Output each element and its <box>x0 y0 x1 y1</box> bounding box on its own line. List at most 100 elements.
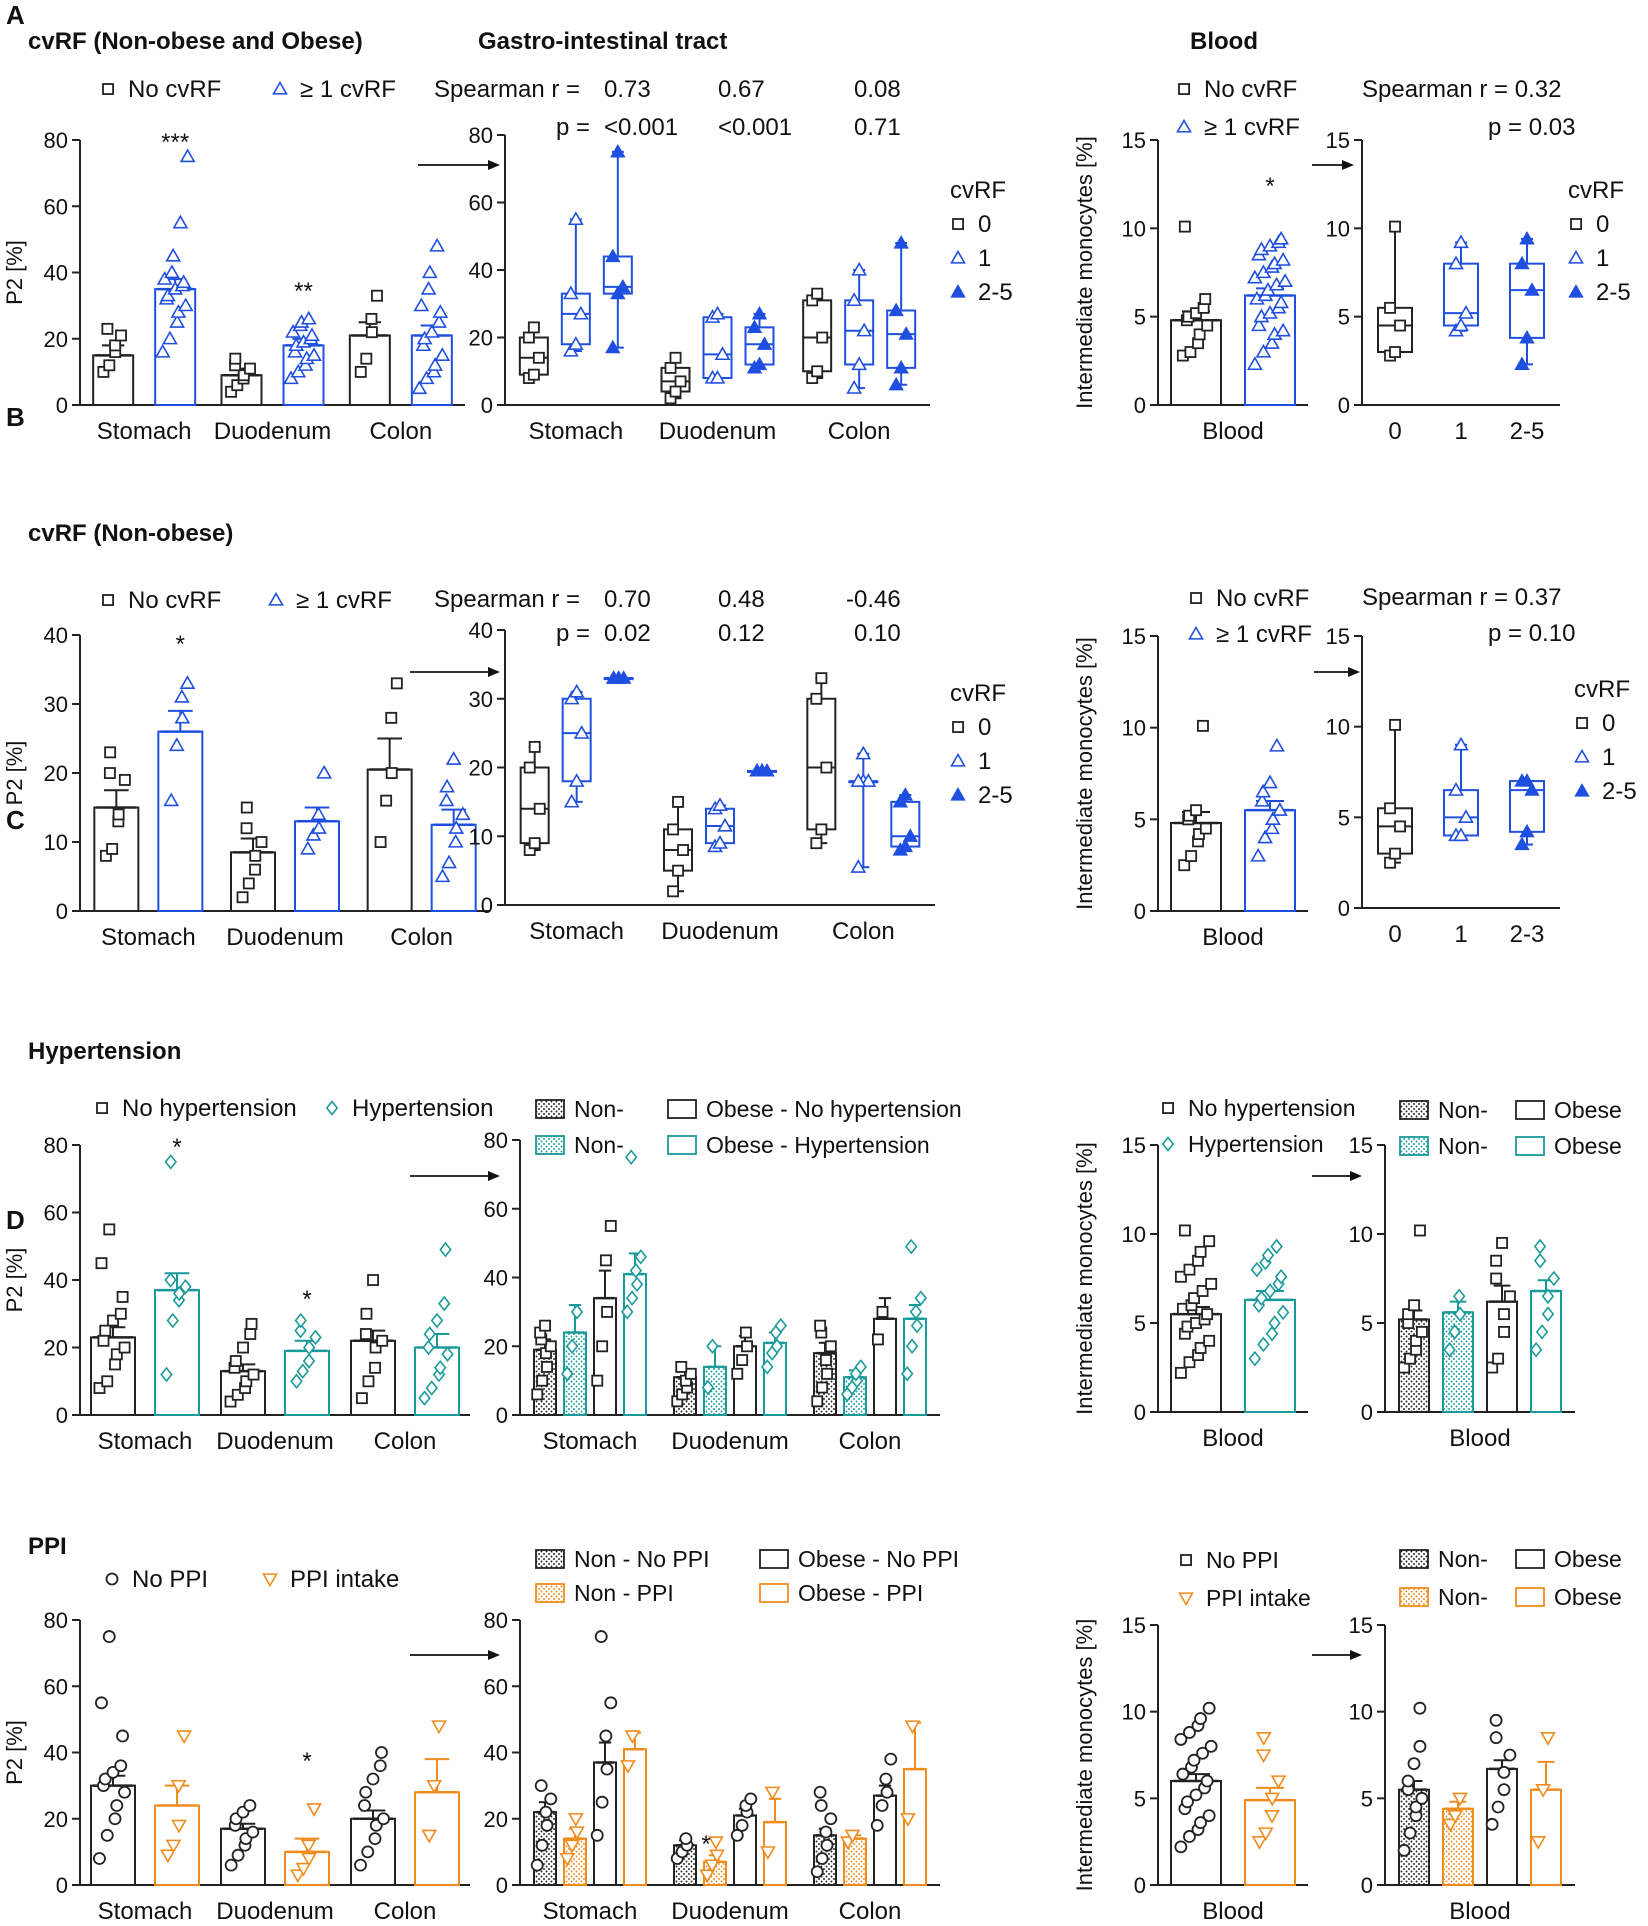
C1-data-point <box>362 1375 375 1388</box>
D2-data-point <box>599 1729 613 1743</box>
A1-legend-label: No cvRF <box>128 76 221 103</box>
C2-data-point <box>741 1340 753 1353</box>
A3-data-point <box>1273 294 1290 309</box>
A4-ytick-label: 5 <box>1338 305 1350 330</box>
D4-data-point <box>1489 1731 1503 1745</box>
C1-data-point <box>309 1329 322 1346</box>
D3-data-point <box>1187 1753 1201 1767</box>
C1-data-point <box>179 1278 192 1295</box>
D4-data-point <box>1491 1800 1505 1814</box>
B1-data-point <box>240 801 253 814</box>
panel-a-title: cvRF (Non-obese and Obese) <box>28 28 363 55</box>
arrow-d-gi-head <box>488 1650 500 1660</box>
D4-legend-label: Non- <box>1438 1584 1488 1610</box>
A2-data-point <box>522 331 535 344</box>
D3-legend-label: PPI intake <box>1206 1585 1311 1611</box>
B1-legend-label: No cvRF <box>128 587 221 614</box>
D4-legend-marker <box>1399 1587 1429 1607</box>
C1-data-point <box>296 1363 309 1379</box>
B2-data-point <box>610 670 627 684</box>
A2-data-point <box>709 369 726 384</box>
B2-category-label: Colon <box>832 918 895 945</box>
C1-legend-label: No hypertension <box>122 1095 297 1122</box>
B2-data-point <box>897 787 914 801</box>
D2-data-point <box>879 1772 893 1786</box>
C3-data-point <box>1261 1247 1275 1264</box>
B1-data-point <box>448 820 465 834</box>
D1-data-point <box>100 1828 114 1842</box>
B1-ytick-label: 10 <box>44 830 68 855</box>
C4-data-point <box>1533 1252 1547 1269</box>
A4-data-point <box>1389 220 1401 233</box>
D3-legend-marker <box>1178 1592 1194 1607</box>
B4-data-point <box>1519 823 1535 838</box>
A3-data-point <box>1275 322 1292 337</box>
D1-data-point <box>300 1839 317 1854</box>
D1-data-point <box>231 1848 245 1862</box>
D2b-legend-label: Obese - No PPI <box>798 1546 959 1572</box>
D2-data-point <box>870 1818 884 1832</box>
C4-legend-label: Non- <box>1438 1133 1488 1159</box>
B3-ylabel: Intermediate monocytes [%] <box>1072 637 1097 910</box>
A2-data-point <box>709 305 726 320</box>
C2-data-point <box>591 1374 604 1387</box>
C1-category-label: Duodenum <box>216 1428 333 1455</box>
C2b-legend-label: Obese - No hypertension <box>706 1096 962 1122</box>
D3-data-point <box>1189 1788 1203 1802</box>
A1-data-point <box>418 370 435 385</box>
A1b-legend-label: ≥ 1 cvRF <box>300 76 396 103</box>
D1-data-point <box>361 1845 375 1859</box>
panel-b-title: cvRF (Non-obese) <box>28 520 234 547</box>
A2-data-point <box>846 292 863 307</box>
C2-data-point <box>914 1290 927 1306</box>
B2-data-point <box>667 823 679 836</box>
B1-ytick-label: 20 <box>44 761 68 786</box>
D2-data-point <box>620 1760 636 1774</box>
A4-ytick-label: 0 <box>1338 393 1350 418</box>
C1-ytick-label: 0 <box>56 1403 68 1428</box>
B2-data-point <box>810 837 823 850</box>
C1-bar <box>154 1289 200 1416</box>
B4-ytick-label: 15 <box>1326 624 1350 649</box>
C2-data-point <box>634 1249 647 1265</box>
C3-ytick-label: 10 <box>1122 1222 1146 1247</box>
B3-data-point <box>1250 847 1267 862</box>
A2-data-point <box>888 376 904 391</box>
A2-data-point <box>562 285 579 300</box>
arrow-b-blood-head <box>1348 667 1360 677</box>
A2-data-point <box>898 326 914 340</box>
D2-data-point <box>534 1779 548 1793</box>
C2-data-point <box>684 1367 697 1380</box>
panel-a-gi-title: Gastro-intestinal tract <box>478 28 728 55</box>
B4-data-point <box>1448 782 1464 796</box>
A1-category-label: Stomach <box>97 418 192 445</box>
A4-category-label: 2-5 <box>1510 418 1545 445</box>
panel-label-b: B <box>6 402 25 432</box>
A1-data-point <box>244 362 256 375</box>
A3-ytick-label: 10 <box>1122 216 1146 241</box>
A4-ytick-label: 15 <box>1326 128 1350 153</box>
C1-data-point <box>109 1358 121 1371</box>
C2-data-point <box>596 1340 609 1353</box>
B3-legend-marker <box>1190 592 1202 604</box>
B2-ytick-label: 40 <box>469 618 493 643</box>
A2-legend-title: cvRF <box>950 177 1006 204</box>
B2-data-point <box>712 797 728 811</box>
C2-data-point <box>872 1333 884 1346</box>
B1-data-point <box>447 833 464 848</box>
A4-data-point <box>1448 255 1464 270</box>
C2-data-point <box>905 1238 918 1255</box>
D3-data-point <box>1251 1835 1268 1850</box>
D2-data-point <box>875 1799 889 1812</box>
D3-legend-label: No PPI <box>1206 1547 1279 1573</box>
B2-data-point <box>563 690 580 705</box>
C3-legend-label: No hypertension <box>1188 1095 1356 1121</box>
A2-data-point <box>664 361 677 374</box>
C1-data-point <box>376 1334 389 1347</box>
C4b-legend-label: Obese <box>1554 1097 1622 1123</box>
D1-data-point <box>243 1799 257 1812</box>
D2-data-point <box>540 1818 554 1832</box>
C2-data-point <box>811 1395 824 1408</box>
D2-data-point <box>699 1869 716 1884</box>
C4-data-point <box>1453 1288 1466 1305</box>
